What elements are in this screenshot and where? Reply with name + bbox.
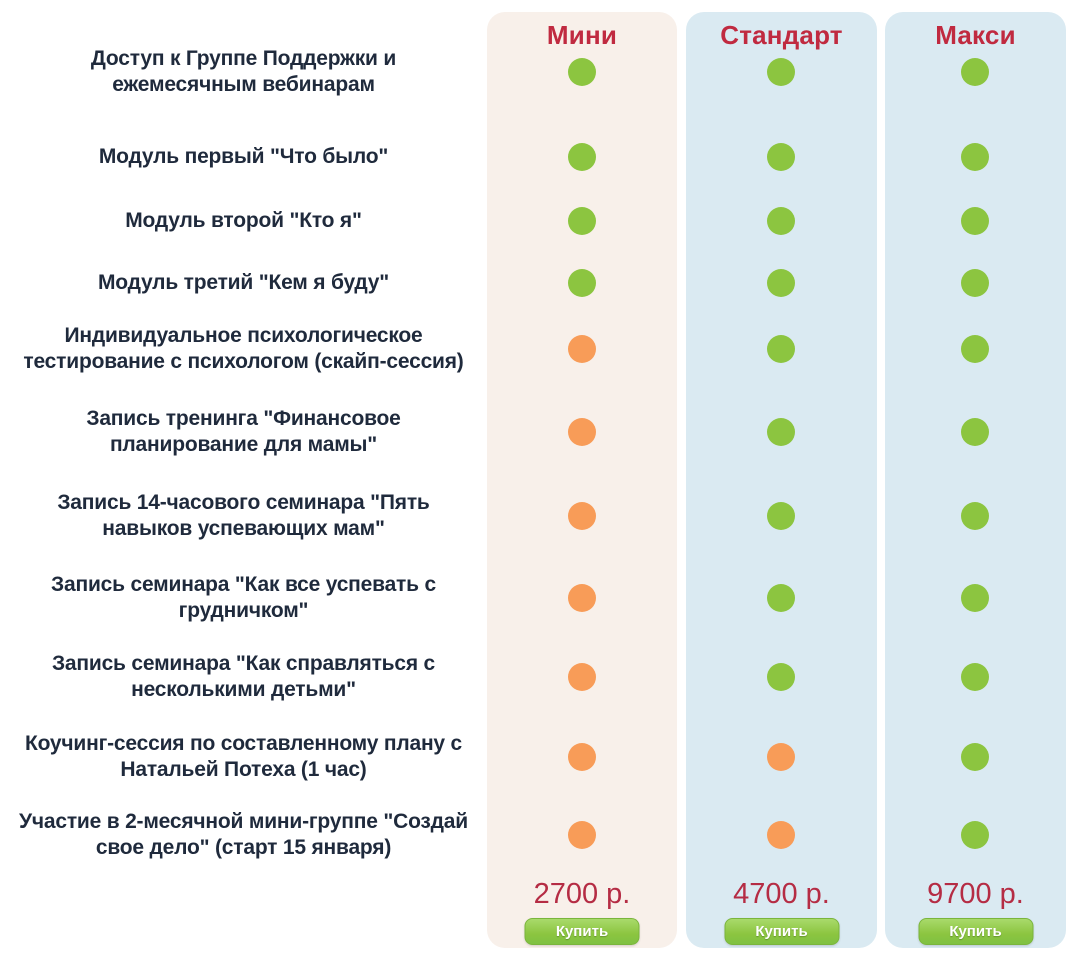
feature-dot bbox=[568, 58, 596, 86]
feature-row: Индивидуальное психологическое тестирова… bbox=[0, 321, 1078, 377]
feature-dot bbox=[961, 821, 989, 849]
feature-label: Модуль первый "Что было" bbox=[98, 145, 389, 168]
feature-row: Запись семинара "Как все успевать с груд… bbox=[0, 570, 1078, 626]
feature-label: Запись семинара "Как все успевать с груд… bbox=[51, 573, 436, 622]
feature-row: Доступ к Группе Поддержки и ежемесячным … bbox=[0, 44, 1078, 100]
feature-dot bbox=[767, 663, 795, 691]
feature-dot bbox=[961, 269, 989, 297]
feature-dot bbox=[767, 743, 795, 771]
feature-dot bbox=[767, 335, 795, 363]
feature-dot bbox=[568, 269, 596, 297]
feature-row: Участие в 2-месячной мини-группе "Создай… bbox=[0, 807, 1078, 863]
feature-dot bbox=[568, 743, 596, 771]
feature-dot bbox=[767, 207, 795, 235]
feature-dot bbox=[568, 584, 596, 612]
plan-title-mini: Мини bbox=[546, 20, 618, 50]
feature-dot bbox=[961, 207, 989, 235]
feature-dot bbox=[961, 663, 989, 691]
feature-dot bbox=[568, 335, 596, 363]
feature-dot bbox=[568, 663, 596, 691]
feature-dot bbox=[961, 143, 989, 171]
feature-dot bbox=[568, 143, 596, 171]
feature-dot bbox=[767, 502, 795, 530]
feature-dot bbox=[961, 743, 989, 771]
feature-row: Запись семинара "Как справляться с неско… bbox=[0, 649, 1078, 705]
feature-row: Модуль второй "Кто я" bbox=[0, 193, 1078, 249]
feature-dot bbox=[961, 335, 989, 363]
feature-dot bbox=[961, 418, 989, 446]
feature-label: Модуль третий "Кем я буду" bbox=[97, 271, 390, 294]
feature-dot bbox=[767, 58, 795, 86]
feature-row: Коучинг-сессия по составленному плану с … bbox=[0, 729, 1078, 785]
feature-dot bbox=[767, 269, 795, 297]
buy-button-standard[interactable]: Купить bbox=[724, 918, 839, 945]
feature-dot bbox=[961, 502, 989, 530]
feature-dot bbox=[568, 207, 596, 235]
plan-price-standard: 4700 р. bbox=[733, 878, 830, 910]
feature-dot bbox=[767, 821, 795, 849]
feature-label: Запись семинара "Как справляться с неско… bbox=[51, 652, 436, 701]
feature-dot bbox=[568, 418, 596, 446]
plan-price-maxi: 9700 р. bbox=[927, 878, 1024, 910]
feature-label: Запись тренинга "Финансовое планирование… bbox=[86, 407, 401, 456]
feature-dot bbox=[568, 821, 596, 849]
feature-label: Коучинг-сессия по составленному плану с … bbox=[24, 732, 463, 781]
buy-button-mini[interactable]: Купить bbox=[524, 918, 640, 945]
feature-label: Индивидуальное психологическое тестирова… bbox=[23, 324, 464, 373]
feature-row: Запись 14-часового семинара "Пять навыко… bbox=[0, 488, 1078, 544]
feature-dot bbox=[961, 584, 989, 612]
feature-label: Участие в 2-месячной мини-группе "Создай… bbox=[19, 810, 468, 859]
feature-dot bbox=[767, 584, 795, 612]
plan-price-mini: 2700 р. bbox=[533, 878, 631, 910]
plan-title-maxi: Макси bbox=[935, 20, 1016, 50]
feature-dot bbox=[961, 58, 989, 86]
feature-row: Модуль первый "Что было" bbox=[0, 129, 1078, 185]
feature-dot bbox=[767, 418, 795, 446]
feature-dot bbox=[568, 502, 596, 530]
feature-label: Запись 14-часового семинара "Пять навыко… bbox=[57, 491, 430, 540]
feature-dot bbox=[767, 143, 795, 171]
plan-title-standard: Стандарт bbox=[720, 20, 843, 50]
feature-row: Модуль третий "Кем я буду" bbox=[0, 255, 1078, 311]
feature-label: Доступ к Группе Поддержки и ежемесячным … bbox=[90, 47, 397, 96]
feature-row: Запись тренинга "Финансовое планирование… bbox=[0, 404, 1078, 460]
buy-button-maxi[interactable]: Купить bbox=[918, 918, 1033, 945]
feature-label: Модуль второй "Кто я" bbox=[125, 209, 362, 232]
